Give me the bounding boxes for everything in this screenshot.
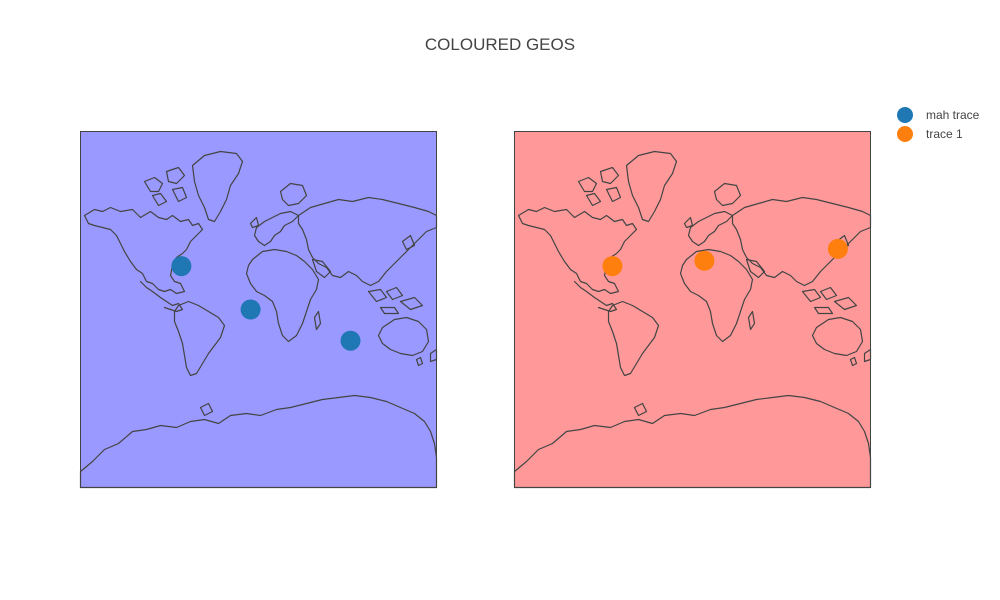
map-point[interactable] xyxy=(340,330,361,351)
legend-label: trace 1 xyxy=(926,126,963,141)
legend-label: mah trace xyxy=(926,107,980,122)
map-point[interactable] xyxy=(694,250,715,271)
map-point[interactable] xyxy=(240,299,261,320)
geo-left-points xyxy=(171,256,361,351)
geo-map-right[interactable] xyxy=(513,131,872,489)
legend: mah trace trace 1 xyxy=(896,105,979,143)
map-point[interactable] xyxy=(171,256,192,277)
geo-right-land xyxy=(514,131,871,488)
legend-item-trace-1[interactable]: trace 1 xyxy=(896,124,979,143)
map-point[interactable] xyxy=(602,256,623,277)
geo-map-left[interactable] xyxy=(79,131,438,489)
chart-title: COLOURED GEOS xyxy=(424,35,576,54)
legend-marker-icon xyxy=(897,106,913,123)
geo-right-points xyxy=(602,238,848,277)
legend-marker-icon xyxy=(897,125,913,142)
map-point[interactable] xyxy=(827,238,848,259)
legend-item-mah-trace[interactable]: mah trace xyxy=(896,105,979,124)
